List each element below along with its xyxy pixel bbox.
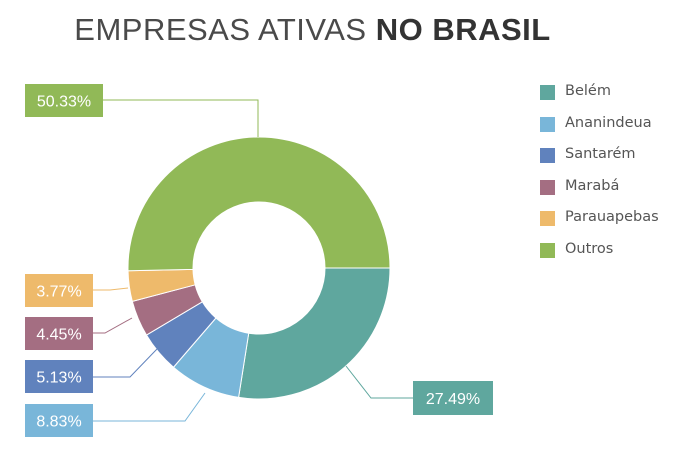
- leader-line: [345, 365, 413, 399]
- legend-label: Outros: [565, 240, 614, 257]
- leader-line: [93, 392, 206, 422]
- data-label: 3.77%: [36, 284, 81, 301]
- chart-title-bold: NO BRASIL: [375, 12, 551, 47]
- data-label: 5.13%: [36, 370, 81, 387]
- legend-label: Parauapebas: [565, 209, 659, 225]
- data-label: 8.83%: [36, 414, 81, 431]
- legend-swatch: [540, 242, 555, 258]
- chart-title: EMPRESAS ATIVAS NO BRASIL: [0, 12, 625, 48]
- legend-label: Santarém: [565, 146, 636, 162]
- legend-label: Belém: [565, 83, 611, 99]
- data-label-box: [25, 84, 103, 117]
- leader-line: [93, 317, 133, 334]
- slice-outros: [127, 136, 391, 272]
- slice-belem: [238, 267, 391, 400]
- data-label-box: [25, 360, 93, 393]
- data-label-box: [25, 404, 93, 437]
- legend-swatch: [540, 85, 555, 100]
- data-label-box: [25, 274, 93, 307]
- chart-title-light: EMPRESAS ATIVAS: [74, 12, 367, 47]
- data-label: 50.33%: [37, 94, 91, 111]
- legend-swatch: [540, 211, 555, 226]
- data-label: 4.45%: [36, 327, 81, 344]
- legend-swatch: [540, 116, 555, 132]
- data-label: 27.49%: [426, 391, 480, 408]
- legend-label: Ananindeua: [565, 114, 652, 131]
- leader-line: [103, 99, 259, 137]
- data-label-box: [413, 381, 493, 415]
- leader-line: [93, 348, 158, 378]
- leader-line: [93, 287, 129, 291]
- legend-label: Marabá: [565, 177, 620, 194]
- data-label-box: [25, 317, 93, 350]
- legend-swatch: [540, 148, 555, 163]
- legend-swatch: [540, 179, 555, 195]
